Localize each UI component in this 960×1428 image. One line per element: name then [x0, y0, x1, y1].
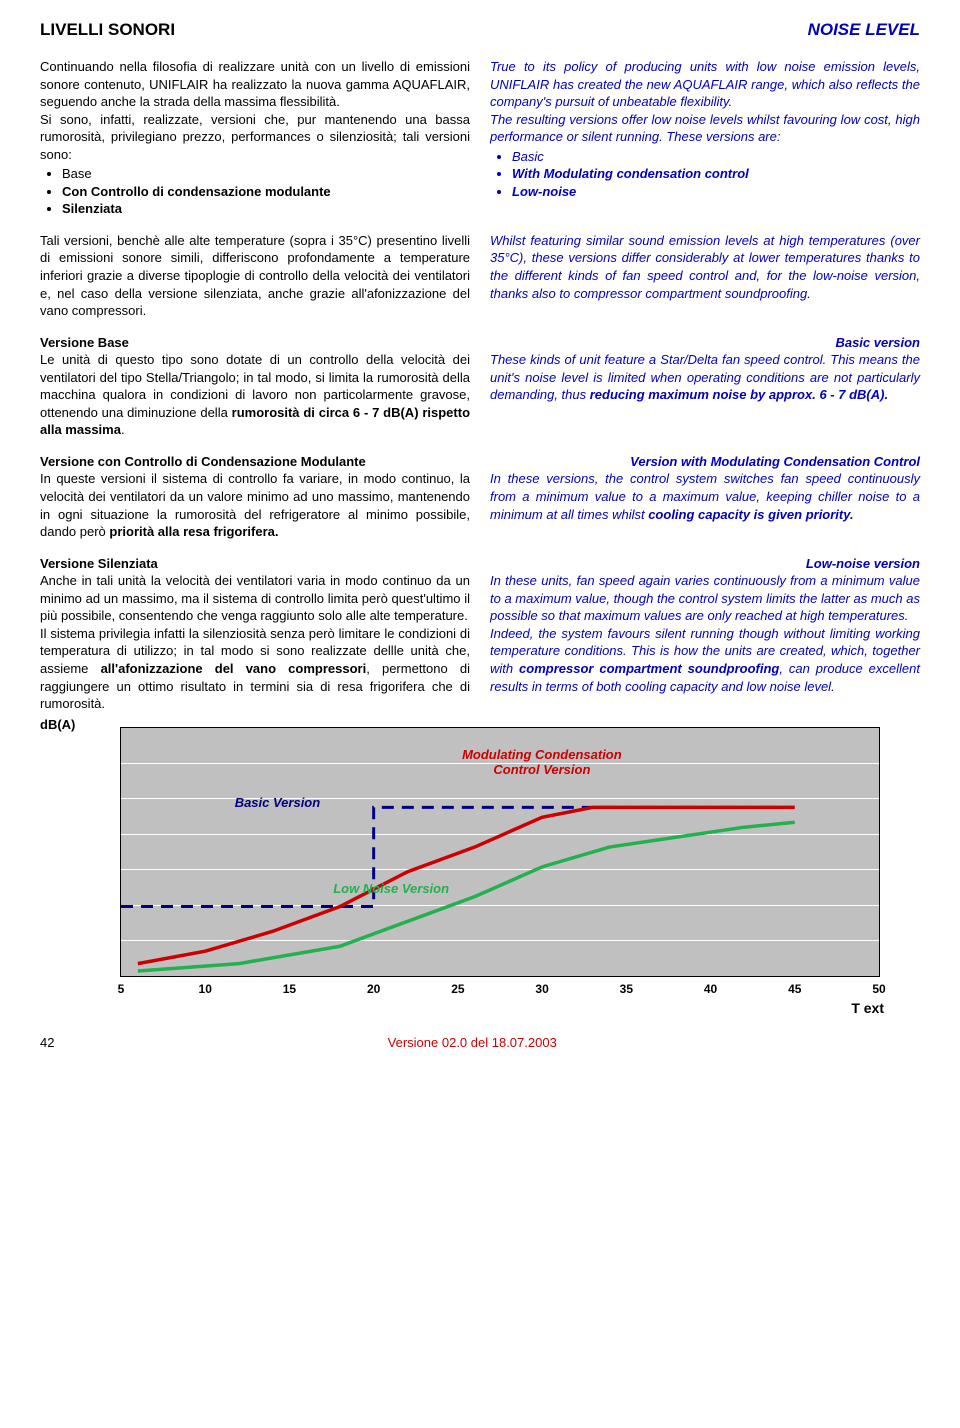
bullet-it-base: Base [62, 165, 470, 183]
p5-en: In these units, fan speed again varies c… [490, 573, 920, 623]
p1b-it-text: Si sono, infatti, realizzate, versioni c… [40, 112, 470, 162]
p1-en-text: True to its policy of producing units wi… [490, 59, 920, 109]
p1b-en-text: The resulting versions offer low noise l… [490, 112, 920, 145]
chart-plot: Modulating CondensationControl Version B… [120, 727, 880, 977]
h-low-en: Low-noise version [490, 555, 920, 573]
p2-it: Tali versioni, benchè alle alte temperat… [40, 232, 470, 320]
p5b-en-b: compressor compartment soundproofing [519, 661, 779, 676]
h-base-en: Basic version [490, 334, 920, 352]
p5-it: Anche in tali unità la velocità dei vent… [40, 573, 470, 623]
sec-low-it: Versione Silenziata Anche in tali unità … [40, 555, 470, 713]
sec-mod-it: Versione con Controllo di Condensazione … [40, 453, 470, 541]
p4-en-b: cooling capacity is given priority. [648, 507, 853, 522]
title-it: LIVELLI SONORI [40, 20, 175, 40]
chart-label-basic: Basic Version [235, 795, 321, 810]
sec-low-en: Low-noise version In these units, fan sp… [490, 555, 920, 713]
sec-base-it: Versione Base Le unità di questo tipo so… [40, 334, 470, 439]
bullet-en-low: Low-noise [512, 183, 920, 201]
sec-mod-en: Version with Modulating Condensation Con… [490, 453, 920, 541]
version-text: Versione 02.0 del 18.07.2003 [388, 1035, 557, 1050]
sec-base-en: Basic version These kinds of unit featur… [490, 334, 920, 439]
intro-it: Continuando nella filosofia di realizzar… [40, 58, 470, 218]
page-number: 42 [40, 1035, 54, 1050]
intro-en: True to its policy of producing units wi… [490, 58, 920, 218]
h-mod-it: Versione con Controllo di Condensazione … [40, 453, 470, 471]
chart-y-label: dB(A) [40, 717, 75, 732]
bullet-it-mod: Con Controllo di condensazione modulante [62, 183, 470, 201]
p4-it-b: priorità alla resa frigorifera. [109, 524, 278, 539]
chart-label-low: Low Noise Version [333, 881, 449, 896]
p5b-it-b: all'afonizzazione del vano compressori [101, 661, 367, 676]
h-mod-en: Version with Modulating Condensation Con… [490, 453, 920, 471]
p2-en: Whilst featuring similar sound emission … [490, 232, 920, 320]
chart-x-title: T ext [851, 1000, 884, 1016]
chart-label-mod: Modulating CondensationControl Version [462, 747, 622, 777]
h-base-it: Versione Base [40, 334, 470, 352]
h-low-it: Versione Silenziata [40, 555, 470, 573]
p3-en-b: reducing maximum noise by approx. 6 - 7 … [590, 387, 888, 402]
bullet-it-sil: Silenziata [62, 200, 470, 218]
title-en: NOISE LEVEL [808, 20, 920, 40]
p1-it-text: Continuando nella filosofia di realizzar… [40, 59, 470, 109]
bullet-en-mod: With Modulating condensation control [512, 165, 920, 183]
bullet-en-basic: Basic [512, 148, 920, 166]
noise-chart: dB(A) Modulating CondensationControl Ver… [40, 727, 920, 1007]
